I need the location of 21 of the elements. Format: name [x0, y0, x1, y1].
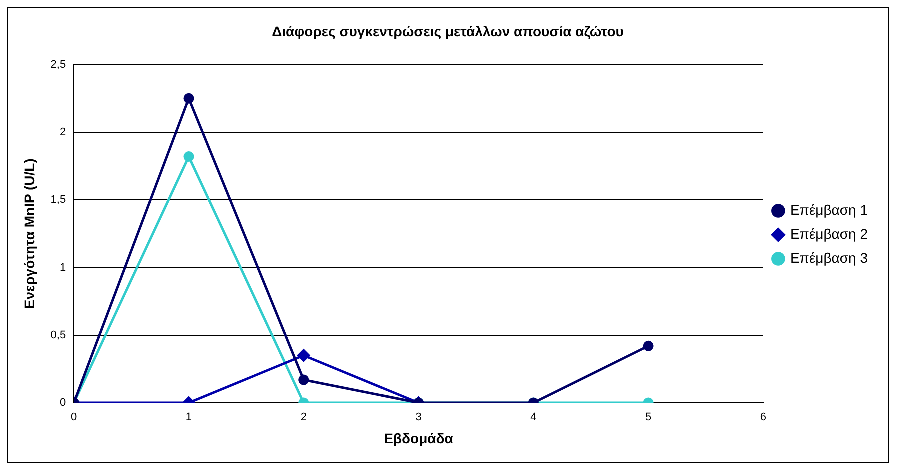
chart-title: Διάφορες συγκεντρώσεις μετάλλων απουσία αζώτου: [272, 23, 624, 40]
x-tick-label: 4: [530, 412, 537, 424]
point: [184, 93, 194, 104]
legend-label: Επέμβαση 2: [790, 226, 868, 242]
y-tick-label: 1: [60, 262, 66, 274]
legend-label: Επέμβαση 3: [790, 250, 868, 266]
x-tick-label: 5: [645, 412, 652, 424]
x-tick-label: 1: [186, 412, 192, 424]
x-tick-label: 6: [760, 412, 767, 424]
y-tick-label: 2,5: [50, 58, 66, 71]
y-tick-label: 1,5: [50, 194, 66, 206]
y-tick-label: 0: [60, 397, 66, 410]
y-tick-label: 0,5: [50, 329, 66, 342]
point: [184, 152, 194, 162]
x-tick-label: 0: [71, 412, 78, 424]
x-axis-title: Εβδομάδα: [384, 430, 454, 446]
y-tick-label: 2: [60, 126, 66, 138]
y-axis-title: Ενεργότητα MnIP (U/L): [21, 158, 38, 310]
legend-label: Επέμβαση 1: [790, 202, 868, 218]
x-tick-label: 3: [416, 412, 422, 424]
x-tick-label: 2: [300, 412, 307, 424]
